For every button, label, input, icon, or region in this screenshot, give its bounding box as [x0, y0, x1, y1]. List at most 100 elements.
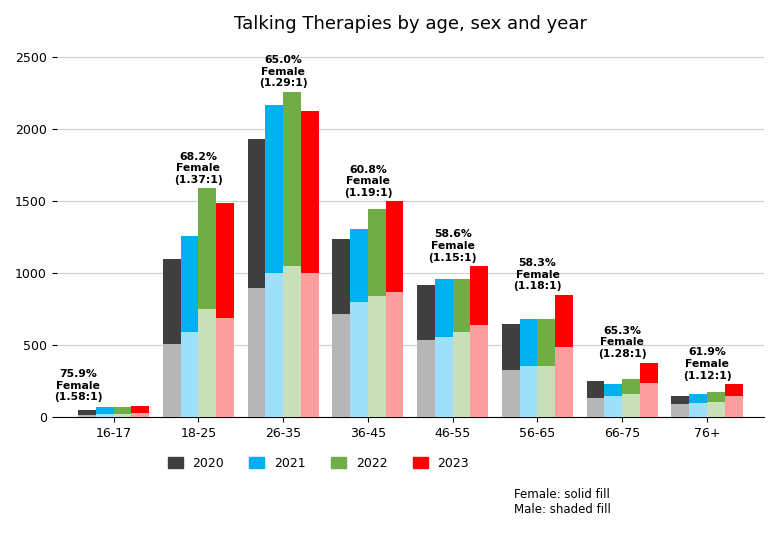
Bar [605, 384, 622, 417]
Bar [132, 406, 149, 417]
Bar [181, 333, 199, 417]
Bar [333, 314, 350, 417]
Bar [96, 414, 114, 417]
Bar [453, 333, 471, 417]
Bar [78, 415, 96, 417]
Bar [587, 381, 605, 417]
Text: 75.9%
Female
(1.58:1): 75.9% Female (1.58:1) [54, 369, 102, 402]
Bar [587, 398, 605, 417]
Bar [368, 296, 386, 417]
Bar [671, 396, 689, 417]
Bar [671, 404, 689, 417]
Bar [163, 344, 181, 417]
Text: 61.9%
Female
(1.12:1): 61.9% Female (1.12:1) [682, 347, 731, 381]
Bar [368, 296, 386, 417]
Bar [724, 396, 742, 417]
Bar [266, 273, 283, 417]
Bar [78, 410, 96, 417]
Bar [724, 396, 742, 417]
Bar [283, 266, 301, 417]
Bar [640, 363, 657, 417]
Bar [640, 383, 657, 417]
Bar [350, 302, 368, 417]
Bar [386, 292, 404, 417]
Bar [453, 333, 471, 417]
Bar [216, 202, 234, 417]
Bar [96, 407, 114, 417]
Bar [520, 366, 538, 417]
Bar [181, 236, 199, 417]
Bar [640, 383, 657, 417]
Bar [114, 414, 132, 417]
Bar [707, 402, 724, 417]
Bar [199, 309, 216, 417]
Bar [386, 292, 404, 417]
Text: 68.2%
Female
(1.37:1): 68.2% Female (1.37:1) [174, 152, 223, 185]
Bar [266, 105, 283, 417]
Bar [555, 347, 573, 417]
Bar [199, 309, 216, 417]
Title: Talking Therapies by age, sex and year: Talking Therapies by age, sex and year [234, 15, 587, 33]
Bar [216, 318, 234, 417]
Bar [502, 370, 520, 417]
Bar [435, 337, 453, 417]
Text: 58.3%
Female
(1.18:1): 58.3% Female (1.18:1) [513, 258, 562, 292]
Bar [622, 394, 640, 417]
Bar [301, 273, 319, 417]
Bar [435, 337, 453, 417]
Bar [78, 415, 96, 417]
Bar [132, 414, 149, 417]
Bar [283, 92, 301, 417]
Bar [417, 285, 435, 417]
Bar [333, 239, 350, 417]
Bar [587, 398, 605, 417]
Bar [689, 403, 707, 417]
Bar [248, 139, 266, 417]
Bar [622, 379, 640, 417]
Bar [248, 288, 266, 417]
Bar [689, 403, 707, 417]
Bar [555, 295, 573, 417]
Bar [689, 394, 707, 417]
Bar [520, 320, 538, 417]
Bar [520, 366, 538, 417]
Bar [605, 396, 622, 417]
Text: 65.3%
Female
(1.28:1): 65.3% Female (1.28:1) [598, 326, 647, 359]
Bar [350, 302, 368, 417]
Bar [181, 333, 199, 417]
Bar [502, 370, 520, 417]
Bar [266, 273, 283, 417]
Bar [216, 318, 234, 417]
Bar [538, 366, 555, 417]
Bar [502, 324, 520, 417]
Bar [283, 266, 301, 417]
Bar [96, 414, 114, 417]
Bar [605, 396, 622, 417]
Legend: 2020, 2021, 2022, 2023: 2020, 2021, 2022, 2023 [163, 452, 474, 475]
Bar [132, 414, 149, 417]
Bar [333, 314, 350, 417]
Bar [417, 340, 435, 417]
Bar [199, 188, 216, 417]
Bar [538, 366, 555, 417]
Text: Female: solid fill
Male: shaded fill: Female: solid fill Male: shaded fill [514, 488, 611, 516]
Text: 60.8%
Female
(1.19:1): 60.8% Female (1.19:1) [344, 165, 392, 198]
Bar [435, 279, 453, 417]
Bar [163, 344, 181, 417]
Bar [163, 259, 181, 417]
Bar [114, 407, 132, 417]
Bar [555, 347, 573, 417]
Bar [453, 279, 471, 417]
Bar [471, 325, 488, 417]
Bar [417, 340, 435, 417]
Bar [248, 288, 266, 417]
Bar [622, 394, 640, 417]
Bar [114, 414, 132, 417]
Text: 65.0%
Female
(1.29:1): 65.0% Female (1.29:1) [259, 55, 308, 88]
Bar [386, 201, 404, 417]
Bar [707, 402, 724, 417]
Bar [301, 273, 319, 417]
Bar [724, 384, 742, 417]
Bar [538, 320, 555, 417]
Bar [471, 266, 488, 417]
